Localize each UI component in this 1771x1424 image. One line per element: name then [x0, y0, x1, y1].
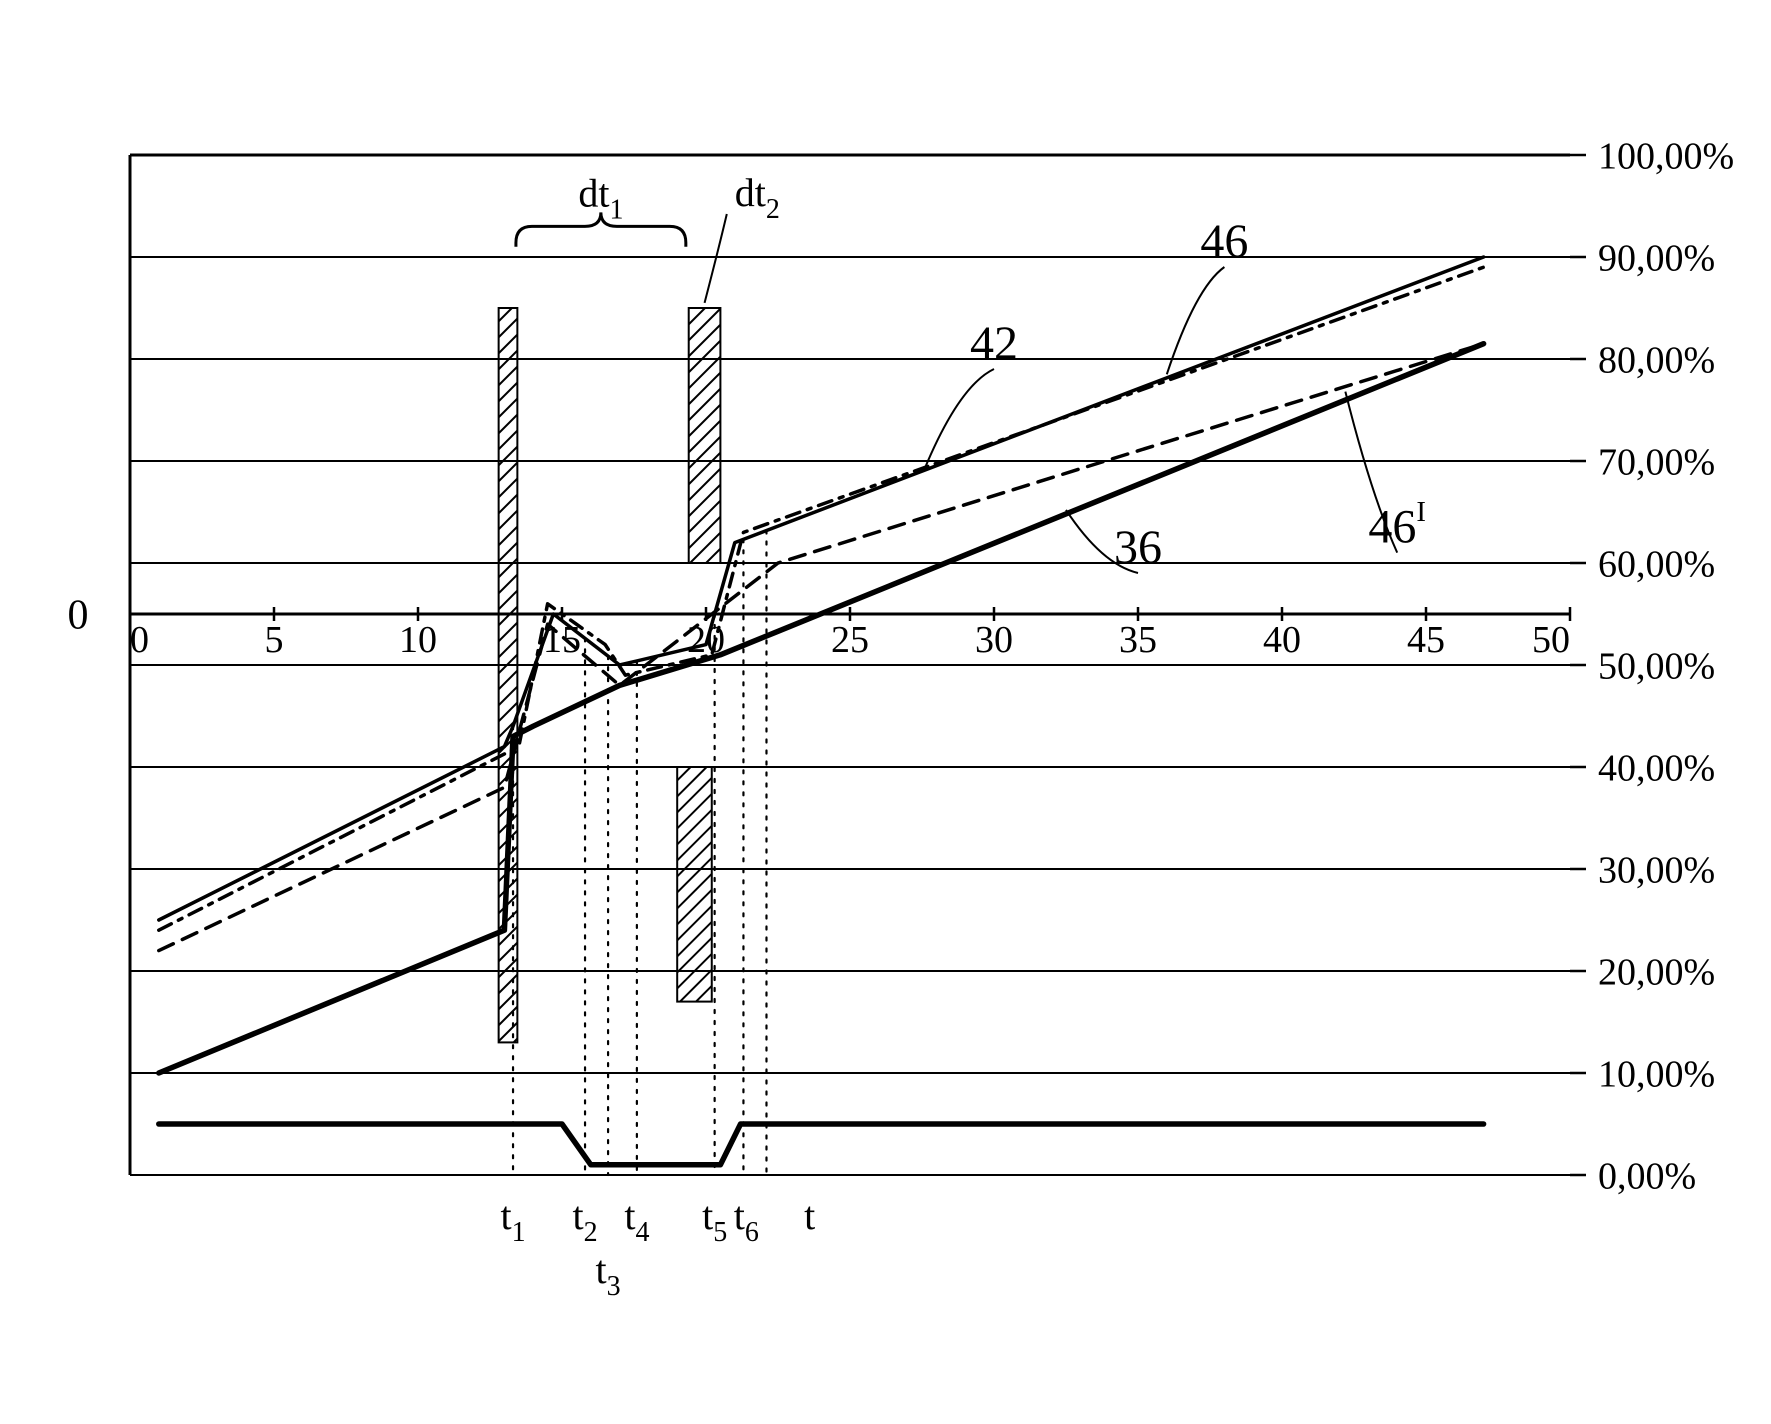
svg-text:15: 15 — [543, 619, 581, 661]
callout-36: 36 — [1114, 521, 1162, 574]
t-label: t5 — [702, 1193, 727, 1248]
svg-text:45: 45 — [1407, 619, 1445, 661]
t-label: t — [804, 1193, 815, 1238]
hatch-bar-2 — [408, 767, 1171, 1002]
svg-text:t4: t4 — [624, 1193, 649, 1248]
callout-46I: 46I — [1368, 496, 1426, 554]
dt2-leader — [705, 214, 727, 303]
dt1-brace — [516, 212, 686, 246]
svg-text:0: 0 — [68, 593, 89, 639]
svg-text:t6: t6 — [734, 1193, 759, 1248]
svg-text:t1: t1 — [500, 1193, 525, 1248]
svg-text:30: 30 — [975, 619, 1013, 661]
svg-text:70,00%: 70,00% — [1598, 441, 1715, 483]
t-label: t4 — [624, 1193, 649, 1248]
svg-text:t2: t2 — [572, 1193, 597, 1248]
series-group — [159, 257, 1484, 1165]
svg-text:t3: t3 — [596, 1247, 621, 1302]
svg-text:30,00%: 30,00% — [1598, 849, 1715, 891]
hatch-bar-0 — [0, 308, 1771, 1042]
line-chart: 0 5 10 15 20 25 30 35 40 45 50 0,00% 10,00% 20,00% 30,… — [0, 0, 1771, 1424]
hatched-bars — [0, 308, 1771, 1042]
svg-text:35: 35 — [1119, 619, 1157, 661]
svg-text:5: 5 — [265, 619, 284, 661]
t-label: t2 — [572, 1193, 597, 1248]
svg-text:40: 40 — [1263, 619, 1301, 661]
svg-text:20: 20 — [687, 619, 725, 661]
svg-text:50,00%: 50,00% — [1598, 645, 1715, 687]
svg-text:t: t — [804, 1193, 815, 1238]
svg-text:20,00%: 20,00% — [1598, 951, 1715, 993]
svg-text:t5: t5 — [702, 1193, 727, 1248]
labels: 0 5 10 15 20 25 30 35 40 45 50 0,00% 10,00% 20,00% 30,… — [68, 135, 1735, 1302]
svg-text:50: 50 — [1532, 619, 1570, 661]
svg-text:10,00%: 10,00% — [1598, 1053, 1715, 1095]
svg-text:80,00%: 80,00% — [1598, 339, 1715, 381]
series-46 — [159, 267, 1484, 930]
svg-text:40,00%: 40,00% — [1598, 747, 1715, 789]
svg-text:60,00%: 60,00% — [1598, 543, 1715, 585]
series-baseline — [159, 1124, 1484, 1165]
t-label: t6 — [734, 1193, 759, 1248]
hatch-bar-1 — [402, 308, 1217, 563]
svg-text:90,00%: 90,00% — [1598, 237, 1715, 279]
callout-42: 42 — [970, 317, 1018, 370]
svg-text:0: 0 — [130, 619, 149, 661]
dt2-label: dt2 — [735, 170, 780, 225]
svg-text:0,00%: 0,00% — [1598, 1155, 1696, 1197]
svg-text:25: 25 — [831, 619, 869, 661]
series-36 — [159, 344, 1484, 1073]
callout-46: 46 — [1200, 215, 1248, 268]
t-label: t1 — [500, 1193, 525, 1248]
svg-text:100,00%: 100,00% — [1598, 135, 1734, 177]
svg-text:10: 10 — [399, 619, 437, 661]
t-label: t3 — [596, 1247, 621, 1302]
series-42 — [159, 257, 1484, 920]
